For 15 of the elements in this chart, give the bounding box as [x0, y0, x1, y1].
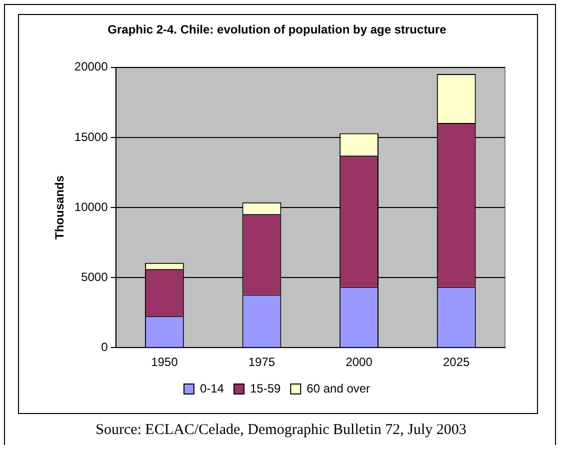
y-tick-label: 15000	[74, 130, 108, 144]
x-tick-label: 2000	[346, 355, 373, 370]
x-tick-label: 2025	[442, 355, 470, 370]
y-tick-label: 0	[101, 340, 108, 354]
y-axis-title: Thousands	[52, 175, 67, 240]
y-tick-label: 10000	[74, 200, 108, 214]
chart-title: Graphic 2-4. Chile: evolution of population by age structure	[108, 22, 447, 37]
source-note: Source: ECLAC/Celade, Demographic Bulletin 72, July 2003	[94, 422, 468, 439]
x-tick-label: 1950	[151, 355, 178, 370]
x-tick-label: 1975	[248, 355, 276, 370]
legend-label: 0-14	[200, 381, 224, 396]
y-tick-label: 20000	[74, 60, 108, 74]
legend-label: 60 and over	[306, 381, 370, 396]
y-tick-label: 5000	[81, 270, 108, 284]
legend-label: 15-59	[250, 381, 281, 396]
